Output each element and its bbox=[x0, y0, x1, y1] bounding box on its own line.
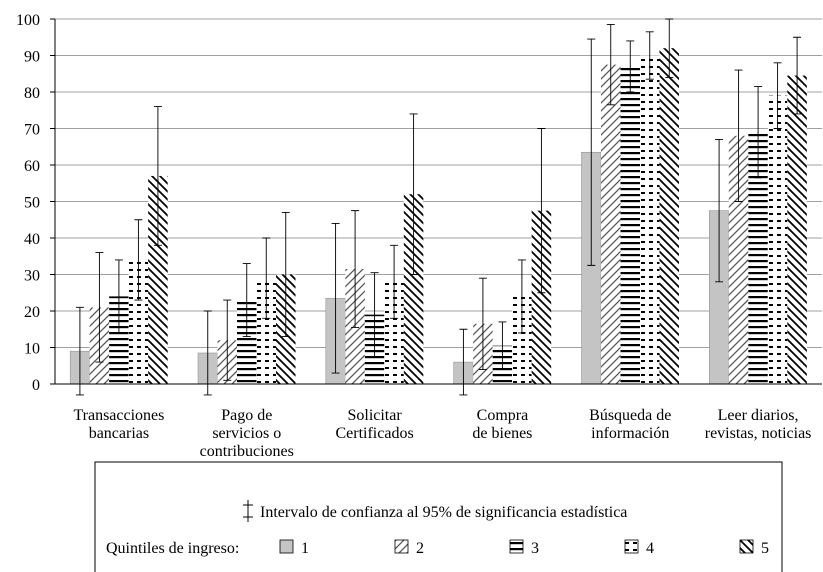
legend-label: 5 bbox=[761, 540, 769, 557]
x-tick-label: Búsqueda de información bbox=[589, 407, 671, 442]
x-tick-label: Pago de servicios o contribuciones bbox=[200, 407, 294, 460]
bar bbox=[728, 135, 749, 384]
error-bar bbox=[665, 18, 674, 78]
bar bbox=[148, 175, 168, 384]
y-tick-label: 50 bbox=[24, 195, 40, 212]
x-tick-label: Solicitar Certificados bbox=[335, 407, 413, 442]
bar bbox=[512, 296, 532, 384]
error-bar bbox=[390, 244, 399, 319]
legend-box bbox=[94, 461, 783, 572]
error-bar bbox=[281, 212, 290, 337]
legend-label: 4 bbox=[646, 540, 654, 557]
error-bar bbox=[75, 306, 84, 396]
error-bar bbox=[793, 36, 802, 115]
y-tick-label: 80 bbox=[24, 85, 40, 102]
error-bar bbox=[606, 24, 615, 106]
error-bar bbox=[734, 69, 743, 202]
bar bbox=[620, 66, 640, 384]
error-bar bbox=[587, 38, 596, 266]
error-bar bbox=[537, 128, 546, 294]
bar bbox=[659, 48, 679, 384]
legend-swatch bbox=[509, 539, 524, 554]
error-bar bbox=[626, 40, 635, 93]
bar bbox=[403, 194, 424, 384]
error-bar bbox=[409, 113, 418, 275]
y-tick-label: 20 bbox=[24, 304, 40, 321]
error-bar bbox=[95, 252, 104, 363]
error-bar bbox=[754, 86, 763, 179]
error-bar bbox=[223, 299, 232, 381]
bar bbox=[109, 296, 129, 384]
y-tick-label: 90 bbox=[24, 49, 40, 66]
y-tick-label: 10 bbox=[24, 341, 40, 358]
error-bar bbox=[351, 210, 360, 328]
error-bar bbox=[498, 321, 507, 370]
error-bar bbox=[478, 277, 487, 370]
error-bar bbox=[114, 259, 123, 334]
bar bbox=[601, 64, 621, 384]
error-bar bbox=[773, 62, 782, 129]
y-tick-label: 70 bbox=[24, 122, 40, 139]
y-tick-label: 100 bbox=[16, 12, 40, 29]
error-bar bbox=[203, 310, 212, 396]
legend-title: Quintiles de ingreso: bbox=[106, 540, 239, 557]
error-bar bbox=[134, 219, 143, 301]
error-bar bbox=[370, 272, 379, 358]
error-bar bbox=[331, 222, 340, 374]
bar bbox=[237, 300, 257, 384]
bar bbox=[128, 259, 149, 384]
bar bbox=[748, 132, 768, 384]
x-tick-label: Compra de bienes bbox=[472, 407, 532, 442]
y-tick-label: 30 bbox=[24, 268, 40, 285]
legend-swatch bbox=[739, 539, 754, 554]
y-tick-label: 40 bbox=[24, 231, 40, 248]
bar bbox=[787, 75, 807, 384]
bar bbox=[767, 95, 788, 385]
legend-label: 1 bbox=[301, 540, 309, 557]
legend-swatch bbox=[394, 539, 409, 554]
bar bbox=[384, 281, 404, 384]
error-bar bbox=[242, 263, 251, 337]
legend-label: 2 bbox=[416, 540, 424, 557]
bar bbox=[256, 278, 276, 384]
legend-label: 3 bbox=[531, 540, 539, 557]
bar bbox=[640, 55, 660, 384]
error-bar-note: Intervalo de confianza al 95% de signifi… bbox=[260, 504, 627, 521]
error-bar bbox=[153, 106, 162, 246]
x-tick-label: Leer diarios, revistas, noticias bbox=[705, 407, 812, 442]
y-tick-label: 0 bbox=[32, 377, 40, 394]
x-tick-label: Transacciones bancarias bbox=[73, 407, 164, 442]
error-bar-symbol bbox=[243, 500, 253, 522]
error-bar bbox=[517, 259, 526, 334]
error-bar bbox=[645, 31, 654, 80]
error-bar bbox=[715, 139, 724, 283]
y-tick-label: 60 bbox=[24, 158, 40, 175]
error-bar bbox=[262, 237, 271, 319]
legend-swatch bbox=[279, 539, 294, 554]
legend-swatch bbox=[624, 539, 639, 554]
bar bbox=[531, 210, 552, 384]
